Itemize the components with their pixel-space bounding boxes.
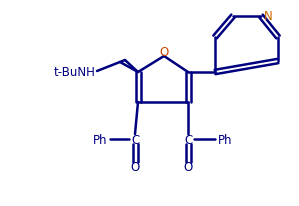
- Text: O: O: [183, 161, 193, 174]
- Text: O: O: [130, 161, 140, 174]
- Text: O: O: [159, 45, 169, 58]
- Text: Ph: Ph: [218, 133, 232, 146]
- Text: Ph: Ph: [93, 133, 107, 146]
- Text: t-BuNH: t-BuNH: [54, 65, 96, 78]
- Text: C: C: [131, 133, 139, 146]
- Text: C: C: [184, 133, 192, 146]
- Text: N: N: [264, 11, 272, 23]
